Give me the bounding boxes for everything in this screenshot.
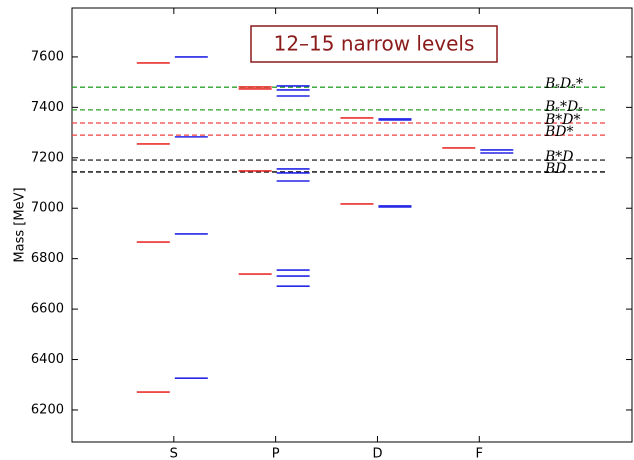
title-box	[250, 25, 498, 63]
x-tick-label: S	[170, 447, 178, 460]
y-tick-label: 6200	[31, 402, 64, 417]
x-tick-label: P	[272, 447, 280, 460]
chart-title: 12–15 narrow levels	[274, 32, 475, 56]
threshold-label: B*D	[544, 149, 574, 165]
threshold-label: BD	[544, 161, 567, 177]
x-tick-label: D	[372, 447, 382, 460]
y-axis-label: Mass [MeV]	[13, 187, 28, 262]
y-tick-label: 6400	[31, 352, 64, 367]
threshold-label: BD*	[544, 124, 574, 140]
y-tick-label: 7000	[31, 201, 64, 216]
threshold-label: Bₛ*Dₛ	[544, 99, 583, 115]
y-tick-label: 7400	[31, 100, 64, 115]
y-tick-label: 7200	[31, 150, 64, 165]
threshold-label: B*D*	[544, 112, 581, 128]
plot-frame	[71, 7, 633, 443]
x-tick-label: F	[476, 447, 483, 460]
y-tick-label: 6800	[31, 251, 64, 266]
threshold-label: BₛDₛ*	[544, 76, 583, 92]
y-tick-label: 6600	[31, 302, 64, 317]
y-tick-label: 7600	[31, 49, 64, 64]
